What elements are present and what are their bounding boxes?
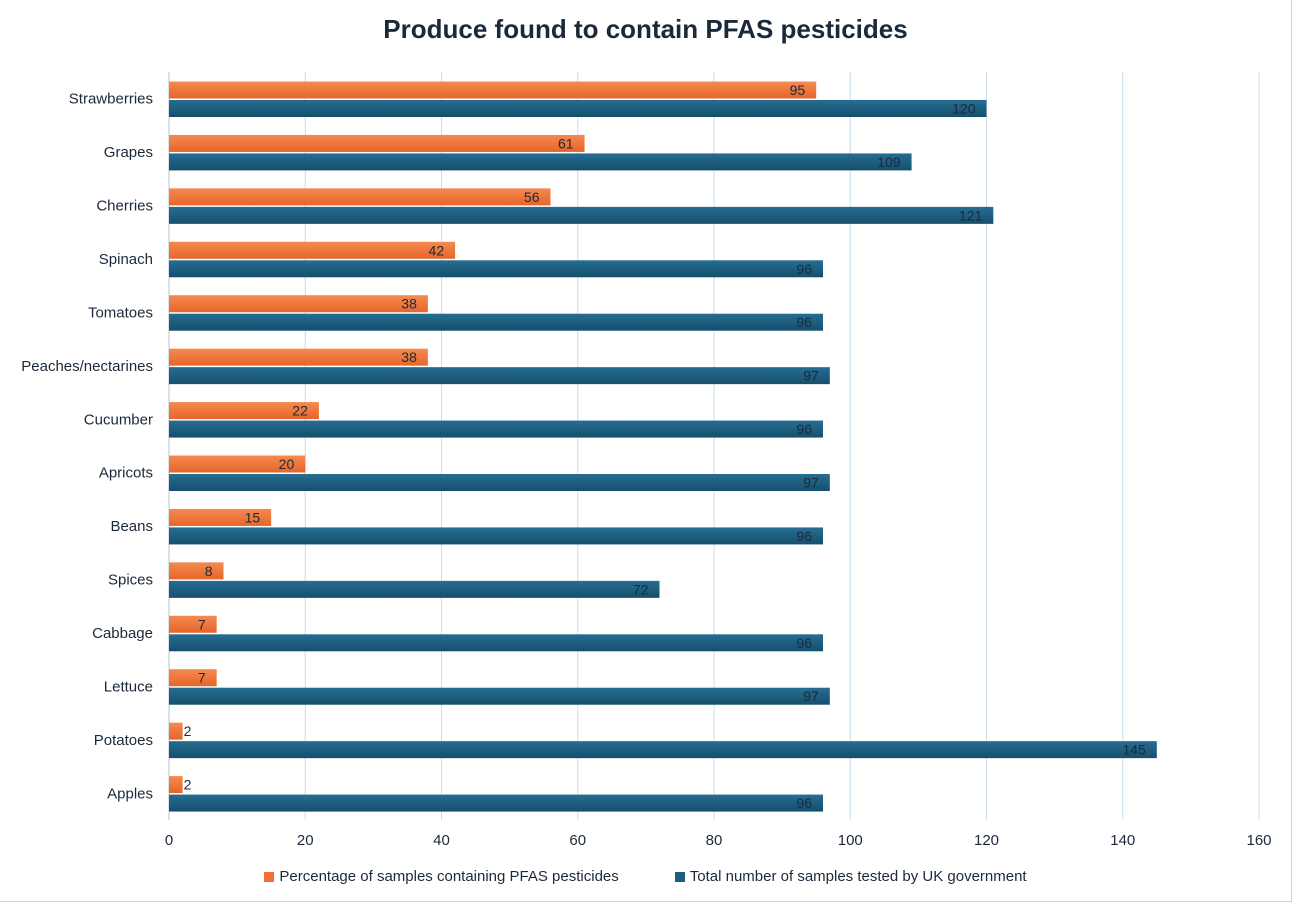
- bar-percentage: [169, 81, 817, 99]
- bar-percentage: [169, 508, 272, 526]
- category-label: Beans: [110, 518, 153, 535]
- bar-percentage: [169, 562, 224, 580]
- x-tick-label: 20: [297, 832, 314, 849]
- data-label-total: 97: [803, 475, 819, 491]
- data-label-total: 96: [796, 261, 812, 277]
- legend-label-total: Total number of samples tested by UK gov…: [689, 868, 1027, 885]
- x-tick-label: 160: [1246, 832, 1271, 849]
- category-label: Apricots: [99, 465, 153, 482]
- data-label-total: 96: [796, 795, 812, 811]
- data-label-percentage: 95: [790, 82, 806, 98]
- category-label: Apples: [107, 785, 153, 802]
- chart-title: Produce found to contain PFAS pesticides: [383, 14, 908, 44]
- bar-total: [169, 474, 830, 491]
- data-label-total: 109: [877, 154, 901, 170]
- bar-total: [169, 634, 823, 652]
- bar-total: [169, 313, 823, 331]
- category-label: Spices: [108, 572, 153, 589]
- x-tick-label: 120: [974, 832, 999, 849]
- bar-percentage: [169, 134, 585, 152]
- x-tick-label: 100: [838, 832, 863, 849]
- bar-percentage: [169, 241, 456, 259]
- bar-percentage: [169, 776, 183, 794]
- x-tick-label: 80: [706, 832, 723, 849]
- bar-percentage: [169, 402, 319, 420]
- bar-percentage: [169, 348, 428, 366]
- bar-total: [169, 206, 994, 224]
- bar-total: [169, 687, 830, 705]
- bar-percentage: [169, 722, 183, 740]
- category-label: Peaches/nectarines: [21, 358, 153, 375]
- data-label-total: 96: [796, 635, 812, 651]
- category-label: Spinach: [99, 251, 153, 268]
- bar-total: [169, 527, 823, 545]
- category-label: Cucumber: [84, 411, 153, 428]
- bar-total: [169, 580, 660, 598]
- data-label-percentage: 20: [279, 456, 295, 472]
- x-tick-label: 0: [165, 832, 173, 849]
- x-tick-label: 140: [1110, 832, 1135, 849]
- bar-percentage: [169, 669, 217, 687]
- category-label: Cabbage: [92, 625, 153, 642]
- legend-item-total: Total number of samples tested by UK gov…: [674, 868, 1027, 885]
- category-label: Strawberries: [69, 91, 153, 108]
- category-label: Grapes: [104, 144, 153, 161]
- bar-percentage: [169, 295, 428, 313]
- data-label-percentage: 42: [429, 242, 445, 258]
- data-label-total: 96: [796, 314, 812, 330]
- bar-percentage: [169, 455, 306, 473]
- legend-swatch-percentage: [264, 871, 275, 882]
- bar-total: [169, 420, 823, 438]
- data-label-percentage: 7: [198, 670, 206, 686]
- legend-label-percentage: Percentage of samples containing PFAS pe…: [279, 868, 619, 885]
- data-label-percentage: 61: [558, 135, 574, 151]
- data-label-total: 145: [1122, 742, 1146, 758]
- data-label-percentage: 38: [401, 349, 417, 365]
- bar-total: [169, 367, 830, 385]
- data-label-percentage: 56: [524, 189, 540, 205]
- x-tick-label: 40: [433, 832, 450, 849]
- data-label-percentage: 15: [245, 509, 261, 525]
- bar-total: [169, 794, 823, 812]
- data-label-percentage: 8: [205, 563, 213, 579]
- data-label-total: 97: [803, 688, 819, 704]
- data-label-percentage: 7: [198, 616, 206, 632]
- bar-percentage: [169, 615, 217, 633]
- data-label-total: 96: [796, 528, 812, 544]
- data-label-total: 97: [803, 368, 819, 384]
- bar-percentage: [169, 188, 551, 206]
- data-label-total: 96: [796, 421, 812, 437]
- bar-total: [169, 260, 823, 278]
- x-tick-label: 60: [569, 832, 586, 849]
- legend-item-percentage: Percentage of samples containing PFAS pe…: [264, 868, 619, 885]
- bar-total: [169, 100, 987, 117]
- category-label: Cherries: [96, 198, 153, 215]
- legend-swatch-total: [674, 871, 685, 882]
- data-label-percentage: 2: [184, 777, 192, 793]
- data-label-total: 72: [633, 581, 649, 597]
- legend: Percentage of samples containing PFAS pe…: [0, 868, 1291, 885]
- category-label: Tomatoes: [88, 304, 153, 321]
- data-label-percentage: 22: [292, 403, 308, 419]
- data-label-percentage: 38: [401, 296, 417, 312]
- data-label-total: 120: [952, 101, 976, 117]
- category-label: Potatoes: [94, 732, 153, 749]
- bar-total: [169, 741, 1157, 759]
- bar-total: [169, 153, 912, 171]
- data-label-total: 121: [959, 207, 983, 223]
- category-label: Lettuce: [104, 678, 153, 695]
- data-label-percentage: 2: [184, 723, 192, 739]
